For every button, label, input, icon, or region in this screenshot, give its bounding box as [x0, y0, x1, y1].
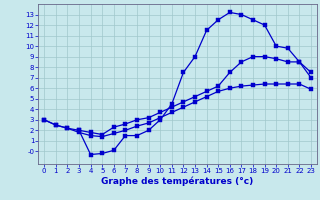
X-axis label: Graphe des températures (°c): Graphe des températures (°c) [101, 177, 254, 186]
